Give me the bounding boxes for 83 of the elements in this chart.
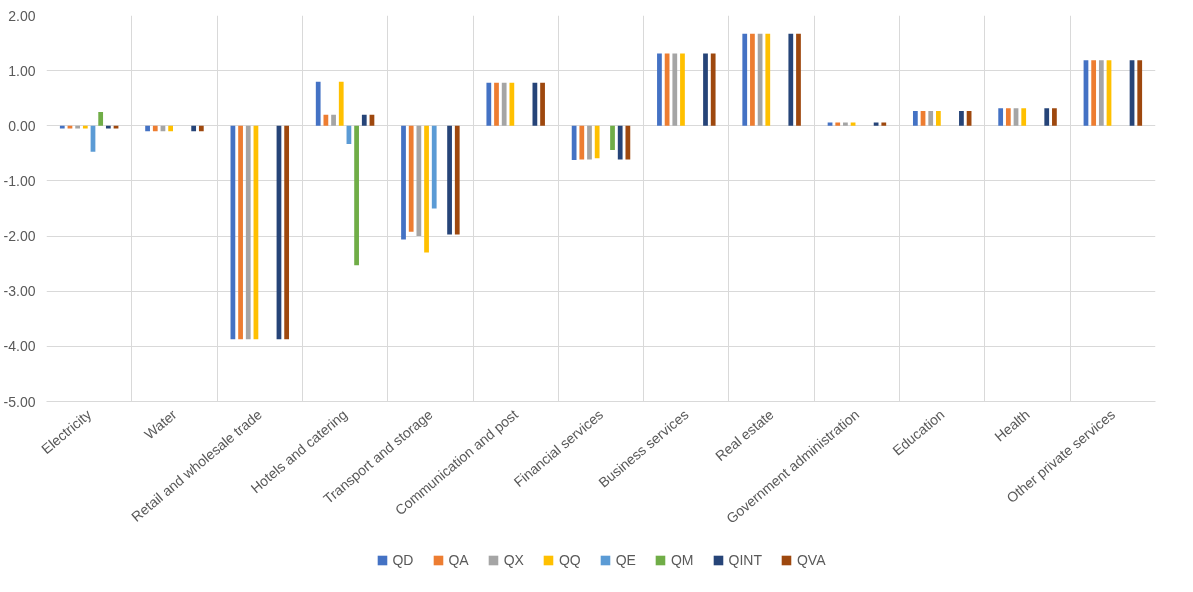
y-tick-label: -2.00 [3,228,36,245]
bar [454,125,460,235]
bar [827,122,833,126]
bar [113,125,119,129]
bar [788,33,794,126]
bar [501,82,507,126]
bar [152,125,158,132]
y-tick-label: 0.00 [8,117,36,134]
bar [75,125,81,129]
bar [587,125,592,160]
y-tick-label: 2.00 [8,7,36,24]
bar [796,33,801,126]
bar [145,125,150,132]
bar [617,125,623,160]
bar [59,125,65,129]
bar [750,33,755,126]
bar [1098,60,1104,126]
legend-label: QINT [728,552,762,568]
legend-label: QD [392,552,414,568]
bar [401,125,406,240]
bar [245,125,251,340]
bar [912,110,918,126]
bar [936,110,941,126]
y-tick-label: 1.00 [8,62,36,79]
bar [998,108,1004,126]
bar [338,81,344,126]
legend-label: QM [670,552,694,568]
bar [509,82,515,126]
bar [191,125,197,132]
bar [1044,108,1050,126]
bar [1005,108,1011,126]
bar [765,33,771,126]
bar [610,125,615,151]
bar [82,125,88,129]
bar [625,125,631,160]
bar [408,125,414,232]
bar [850,122,856,126]
legend-label: QVA [796,552,826,568]
bar [416,125,422,237]
legend-label: QE [615,552,636,568]
bar [331,114,336,126]
bar [424,125,429,253]
bar [198,125,204,132]
bar [67,125,73,129]
bar [98,112,104,126]
bar [657,53,662,126]
bar [447,125,452,235]
legend-label: QA [448,552,469,568]
bar [1091,60,1097,126]
bar [361,114,367,126]
legend-label: QX [503,552,524,568]
bar [284,125,290,340]
bar [1052,108,1057,126]
bar [1021,108,1027,126]
bar [710,53,716,126]
bar [431,125,437,209]
bar [959,110,964,126]
legend-label: QQ [558,552,581,568]
bar [742,33,748,126]
bar [354,125,359,266]
bar [579,125,585,160]
bar [315,81,321,126]
bar [873,122,879,126]
bar [540,82,545,126]
bar [680,53,685,126]
bar [1137,60,1143,126]
y-tick-label: -5.00 [3,393,36,410]
bar [928,110,934,126]
bar [486,82,492,126]
bar [843,122,848,126]
y-tick-label: -1.00 [3,172,36,189]
bar [881,122,887,126]
bar [105,125,111,129]
bar [571,125,577,160]
y-tick-label: -4.00 [3,338,36,355]
bar [703,53,708,126]
bar [672,53,678,126]
y-tick-label: -3.00 [3,283,36,300]
bar [835,122,841,126]
bar [594,125,600,159]
bar [168,125,173,132]
bar [494,82,499,126]
bar [238,125,243,340]
